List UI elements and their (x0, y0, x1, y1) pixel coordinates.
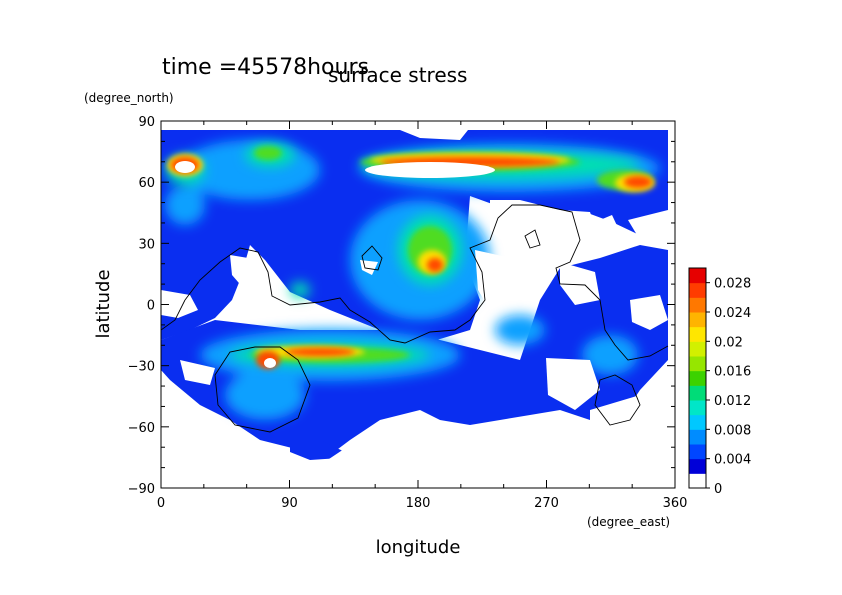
colorbar-swatch (689, 458, 706, 474)
y-tick-label: −90 (128, 482, 155, 497)
y-tick-label: −30 (128, 360, 155, 375)
colorbar-tick-label: 0.012 (714, 394, 751, 409)
colorbar-swatch (689, 312, 706, 328)
x-units: (degree_east) (587, 515, 670, 529)
x-tick-label: 360 (663, 496, 688, 511)
colorbar-tick-label: 0 (714, 482, 722, 497)
colorbar-swatch (689, 473, 706, 489)
colorbar-swatch (689, 268, 706, 284)
colorbar-tick-label: 0.024 (714, 306, 751, 321)
colorbar-swatch (689, 385, 706, 401)
colorbar-swatch (689, 341, 706, 357)
y-tick-label: 60 (138, 176, 155, 191)
colorbar-swatch (689, 282, 706, 298)
stress-field (161, 121, 675, 488)
colorbar-tick-label: 0.028 (714, 277, 751, 292)
colorbar-swatch (689, 356, 706, 372)
time-label: time =45578hours (162, 55, 369, 80)
colorbar-tick-label: 0.02 (714, 335, 743, 350)
colorbar: 0 0.004 0.008 0.012 0.016 0.02 0.024 0.028 (688, 267, 751, 497)
y-tick-label: 30 (138, 237, 155, 252)
colorbar-swatch (689, 429, 706, 445)
colorbar-frame (688, 267, 707, 489)
y-units: (degree_north) (84, 91, 174, 105)
colorbar-swatch (689, 400, 706, 416)
y-axis-ticks: −90 −60 −30 0 30 60 90 (128, 115, 675, 497)
y-tick-label: −60 (128, 421, 155, 436)
colorbar-tick-label: 0.004 (714, 453, 751, 468)
y-axis-label: latitude (93, 269, 114, 338)
colorbar-swatch (689, 444, 706, 460)
y-tick-label: 0 (147, 299, 155, 314)
x-tick-label: 90 (281, 496, 298, 511)
colorbar-swatch (689, 370, 706, 386)
x-tick-label: 270 (534, 496, 559, 511)
x-axis-ticks: 0 90 180 270 360 (157, 121, 688, 511)
x-tick-label: 180 (406, 496, 431, 511)
colorbar-tick-label: 0.008 (714, 423, 751, 438)
y-tick-label: 90 (138, 115, 155, 130)
continent-outlines (161, 204, 669, 433)
colorbar-swatch (689, 414, 706, 430)
x-axis-label: longitude (376, 537, 461, 558)
chart-title: surface stress (328, 63, 467, 87)
colorbar-swatch (689, 326, 706, 342)
x-tick-label: 0 (157, 496, 165, 511)
colorbar-swatch (689, 297, 706, 313)
colorbar-tick-label: 0.016 (714, 365, 751, 380)
